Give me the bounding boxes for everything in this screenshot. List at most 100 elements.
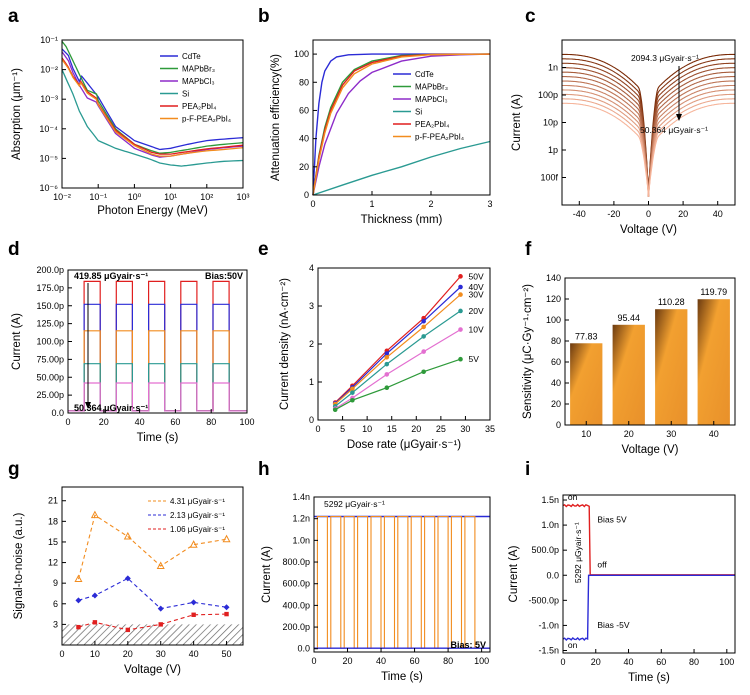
panel-c-xtick-label: -20 — [607, 209, 620, 219]
panel-c-annotation-bottom: 50.364 μGyair·s⁻¹ — [640, 125, 708, 135]
panel-h-frame — [313, 496, 491, 653]
panel-g-point — [157, 605, 164, 612]
panel-f-frame — [564, 277, 736, 426]
panel-c-annotation-top: 2094.3 μGyair·s⁻¹ — [631, 53, 699, 63]
panel-d-ytick-label: 100.0p — [36, 337, 64, 347]
panel-g-point — [222, 534, 231, 543]
panel-g-point — [156, 561, 165, 569]
panel-g-series-line — [77, 514, 227, 580]
panel-g-point — [91, 592, 98, 599]
panel-a-series-line — [61, 69, 244, 167]
panel-d-series-line — [68, 382, 247, 412]
panel-a-legend-entry: CdTe — [182, 52, 201, 61]
panel-b-xtick-label: 1 — [369, 199, 374, 209]
panel-g-series-line — [78, 613, 227, 631]
panel-g-point — [224, 611, 229, 617]
panel-d-bias-label: Bias:50V — [205, 271, 243, 281]
panel-f-bar — [697, 299, 730, 425]
panel-h-xlabel: Time (s) — [381, 671, 423, 683]
panel-a-series-line — [61, 51, 244, 158]
panel-f-xtick-label: 30 — [666, 429, 676, 439]
panel-i-xtick-label: 60 — [656, 657, 666, 667]
panel-c-xtick-label: -40 — [573, 209, 586, 219]
panel-c-xtick-label: 40 — [713, 209, 723, 219]
panel-d-arrow-head — [85, 402, 91, 409]
panel-b-xtick-label: 0 — [310, 199, 315, 209]
panel-g-ytick-label: 18 — [48, 516, 58, 526]
panel-c-frame — [561, 39, 736, 206]
panel-d-ylabel: Current (A) — [11, 313, 23, 370]
panel-e-point — [332, 407, 338, 413]
panel-g-ytick-label: 6 — [53, 599, 58, 609]
panel-e-point — [384, 351, 390, 356]
panel-c-ytick-label: 10p — [543, 118, 558, 128]
panel-c-xlabel: Voltage (V) — [620, 224, 677, 236]
panel-a-series-line — [61, 41, 244, 154]
panel-a-xtick-label: 10³ — [236, 192, 249, 202]
panel-e-point — [458, 356, 463, 362]
panel-b-series-line — [312, 53, 491, 196]
panel-a-legend-entry: MAPbCl₃ — [182, 77, 215, 86]
panel-c-ytick-label: 1p — [548, 145, 558, 155]
panel-e-xtick-label: 10 — [362, 424, 372, 434]
panel-e-xtick-label: 30 — [460, 424, 470, 434]
panel-f-ytick-label: 20 — [551, 399, 561, 409]
panel-b-legend-entry: MAPbBr₃ — [415, 83, 448, 92]
panel-i-dose-label: 5292 μGyair·s⁻¹ — [573, 522, 583, 583]
panel-label-f: f — [525, 239, 532, 260]
panel-e-point — [421, 369, 426, 375]
panel-d-frame — [67, 269, 248, 414]
panel-b-ytick-label: 80 — [299, 77, 309, 87]
panel-f-xtick-label: 40 — [709, 429, 719, 439]
panel-e-xtick-label: 0 — [315, 424, 320, 434]
panel-e-point — [421, 349, 426, 354]
panel-a-ylabel: Absorption (μm⁻¹) — [11, 68, 23, 160]
panel-e-point — [458, 292, 463, 297]
panel-c-series-line — [562, 76, 735, 197]
panel-b-ylabel: Attenuation efficiency(%) — [270, 54, 282, 181]
panel-d-series-line — [68, 280, 247, 412]
panel-a-xtick-label: 10¹ — [164, 192, 177, 202]
panel-i-on-label-bottom: on — [568, 640, 578, 650]
panel-i-series-line — [562, 503, 735, 576]
panel-i-xtick-label: 0 — [560, 657, 565, 667]
panel-e-point — [458, 274, 463, 279]
panel-d-ytick-label: 75.00p — [36, 354, 64, 364]
panel-a-frame — [61, 39, 244, 189]
panel-h-ytick-label: 1.4n — [292, 492, 310, 502]
panel-e-series-label: 50V — [469, 271, 484, 281]
panel-d-xtick-label: 80 — [206, 417, 216, 427]
panel-g-xtick-label: 50 — [222, 649, 232, 659]
panel-a-legend-entry: p-F-PEA₂PbI₄ — [182, 115, 231, 124]
panel-g-point — [90, 510, 99, 519]
panel-g-legend-entry: 1.06 μGyair·s⁻¹ — [170, 525, 225, 534]
panel-e-xtick-label: 25 — [436, 424, 446, 434]
panel-e-series-label: 20V — [469, 306, 484, 316]
panel-i-ytick-label: -1.0n — [538, 620, 559, 630]
panel-g-ytick-label: 3 — [53, 619, 58, 629]
panel-e-ytick-label: 4 — [309, 263, 314, 273]
panel-label-g: g — [8, 459, 20, 480]
panel-h-signal-line — [314, 515, 490, 649]
panel-e-point — [421, 318, 426, 324]
panel-a-ytick-label: 10⁻⁴ — [39, 124, 58, 134]
panel-h-ytick-label: 0.0 — [297, 644, 310, 654]
panel-d-xtick-label: 40 — [135, 417, 145, 427]
panel-c-ylabel: Current (A) — [511, 94, 523, 151]
panel-i-xtick-label: 80 — [689, 657, 699, 667]
panel-d-ytick-label: 0.0 — [51, 408, 64, 418]
panel-c-ytick-label: 100p — [538, 90, 558, 100]
panel-g-xtick-label: 40 — [189, 649, 199, 659]
panel-g-frame — [61, 486, 244, 646]
panel-b-legend-entry: MAPbCl₃ — [415, 95, 448, 104]
panel-g-legend-entry: 2.13 μGyair·s⁻¹ — [170, 511, 225, 520]
panel-d-annotation-bottom: 50.364 μGyair·s⁻¹ — [74, 403, 148, 413]
panel-h-xtick-label: 0 — [311, 656, 316, 666]
panel-g-xtick-label: 30 — [156, 649, 166, 659]
panel-f-bar — [655, 309, 688, 425]
panel-a-xtick-label: 10⁻² — [53, 192, 71, 202]
panel-g-point — [124, 575, 131, 582]
panel-e-ytick-label: 3 — [309, 301, 314, 311]
panel-i-xlabel: Time (s) — [628, 672, 670, 684]
